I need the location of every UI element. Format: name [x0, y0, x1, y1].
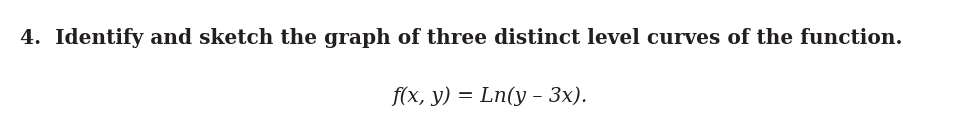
- Text: f(x, y) = Ln(y – 3x).: f(x, y) = Ln(y – 3x).: [392, 86, 588, 106]
- Text: 4.  Identify and sketch the graph of three distinct level curves of the function: 4. Identify and sketch the graph of thre…: [20, 28, 903, 48]
